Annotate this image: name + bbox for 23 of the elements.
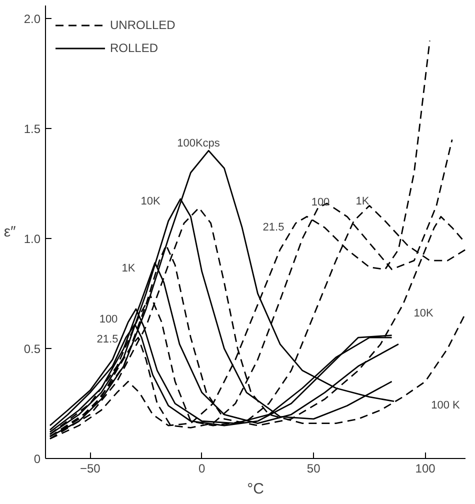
y-tick-label: 2.0 — [24, 12, 41, 26]
annotation: 21.5 — [96, 334, 118, 346]
x-tick-label: −50 — [80, 462, 101, 476]
annotation: 100 — [311, 196, 330, 208]
y-tick-label: 0.5 — [24, 342, 41, 356]
x-tick-label: 50 — [306, 462, 321, 476]
annotation: 1K — [122, 262, 136, 274]
y-tick-label: 1.5 — [24, 122, 41, 136]
y-tick-label: 0 — [34, 452, 41, 466]
y-tick-label: 1.0 — [24, 232, 41, 246]
annotation: 100Kcps — [177, 138, 220, 150]
annotation: 10K — [414, 308, 434, 320]
annotation: 100 K — [431, 400, 461, 412]
annotation: 100 — [99, 314, 118, 326]
annotation: 1K — [356, 196, 370, 208]
x-tick-label: 100 — [415, 462, 436, 476]
x-tick-label: 0 — [198, 462, 206, 476]
annotation: 10K — [140, 196, 161, 208]
y-axis-title: ε″ — [4, 224, 17, 240]
legend-label: ROLLED — [110, 41, 158, 55]
legend-label: UNROLLED — [110, 18, 176, 32]
annotation: 21.5 — [262, 222, 284, 234]
x-axis-title: °C — [247, 480, 264, 498]
